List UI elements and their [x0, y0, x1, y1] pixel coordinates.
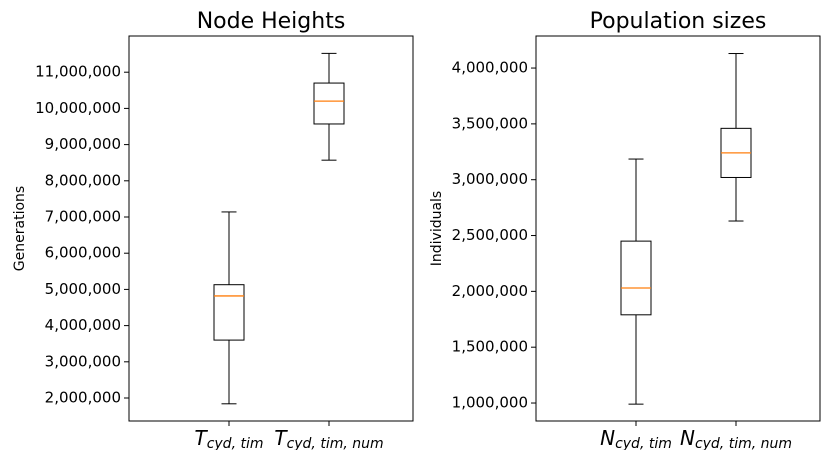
x-tick-label: Ncyd, tim	[600, 426, 672, 450]
y-tick-label: 11,000,000	[35, 63, 121, 81]
category-symbol: N	[600, 426, 615, 450]
y-tick-label: 2,000,000	[452, 282, 528, 300]
y-tick-label: 8,000,000	[45, 171, 121, 189]
y-tick-label: 3,000,000	[45, 352, 121, 370]
axes-frame	[128, 35, 414, 422]
y-tick-label: 6,000,000	[45, 244, 121, 262]
x-tick-label: Ncyd, tim, num	[680, 426, 792, 450]
y-tick-label: 4,000,000	[45, 316, 121, 334]
box	[213, 284, 245, 341]
y-tick-label: 3,500,000	[452, 114, 528, 132]
category-subscript: cyd, tim	[207, 436, 264, 450]
category-subscript: cyd, tim	[615, 436, 672, 450]
panel: Population sizes Individuals 1,000,000 1,50…	[429, 9, 821, 450]
category-symbol: N	[680, 426, 695, 450]
y-tick-label: 1,000,000	[452, 394, 528, 412]
box	[313, 82, 345, 125]
y-tick-label: 10,000,000	[35, 99, 121, 117]
chart-title: Population sizes	[590, 9, 767, 34]
x-tick-label: Tcyd, tim	[194, 426, 263, 450]
y-tick-label: 1,500,000	[452, 338, 528, 356]
chart-title: Node Heights	[197, 9, 346, 34]
box	[620, 240, 652, 316]
category-symbol: T	[274, 426, 288, 450]
category-symbol: T	[194, 426, 208, 450]
panel: Node Heights Generations 2,000,000 3,000,00…	[12, 9, 414, 450]
y-tick-label: 9,000,000	[45, 135, 121, 153]
y-axis-label: Generations	[12, 186, 28, 271]
x-tick-label: Tcyd, tim, num	[274, 426, 383, 450]
axes-frame	[535, 35, 821, 422]
y-tick-label: 5,000,000	[45, 280, 121, 298]
y-axis-label: Individuals	[429, 191, 445, 266]
y-tick-label: 2,000,000	[45, 389, 121, 407]
category-subscript: cyd, tim, num	[695, 436, 792, 450]
y-tick-label: 3,000,000	[452, 170, 528, 188]
y-tick-label: 4,000,000	[452, 59, 528, 77]
y-tick-label: 7,000,000	[45, 208, 121, 226]
category-subscript: cyd, tim, num	[287, 436, 384, 450]
y-tick-label: 2,500,000	[452, 226, 528, 244]
